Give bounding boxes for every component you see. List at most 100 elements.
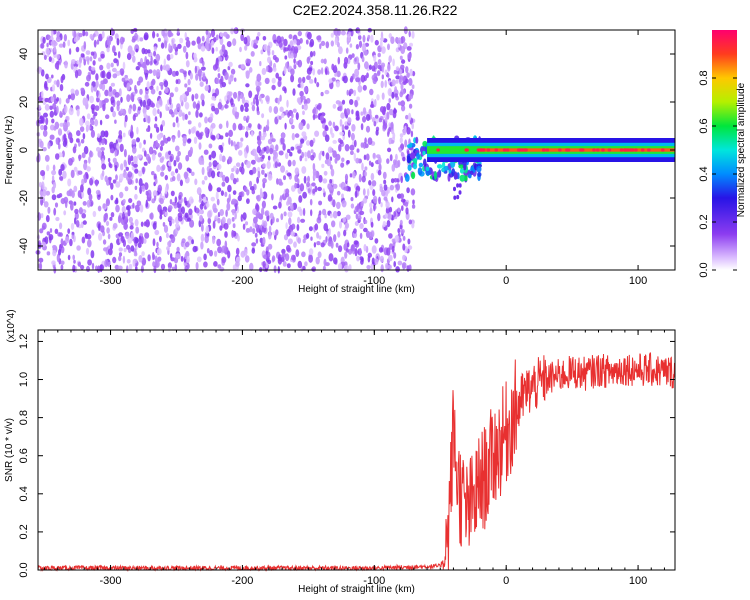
- noise-cell: [198, 142, 202, 150]
- noise-cell: [399, 193, 405, 200]
- noise-cell: [116, 38, 120, 46]
- noise-cell: [112, 179, 117, 184]
- transition-cell: [458, 183, 462, 188]
- noise-cell: [141, 47, 146, 55]
- noise-cell: [336, 201, 341, 210]
- noise-cell: [394, 86, 397, 93]
- noise-cell: [84, 97, 89, 105]
- noise-cell: [400, 64, 405, 70]
- noise-cell: [261, 169, 265, 175]
- noise-cell: [333, 27, 339, 36]
- noise-cell: [284, 55, 288, 60]
- noise-cell: [122, 171, 128, 179]
- noise-cell: [52, 103, 57, 110]
- noise-cell: [73, 185, 78, 192]
- noise-cell: [334, 125, 339, 132]
- noise-cell: [291, 254, 296, 261]
- noise-cell: [62, 121, 68, 129]
- noise-cell: [182, 45, 187, 53]
- band-peak-cell: [566, 148, 571, 152]
- transition-cell: [415, 136, 419, 144]
- noise-cell: [386, 220, 391, 228]
- noise-cell: [40, 213, 44, 219]
- noise-cell: [134, 237, 140, 244]
- noise-cell: [329, 213, 333, 219]
- noise-cell: [347, 117, 352, 124]
- noise-cell: [110, 106, 114, 113]
- noise-cell: [217, 264, 222, 269]
- noise-cell: [106, 62, 111, 70]
- noise-cell: [360, 142, 364, 148]
- noise-cell: [336, 190, 341, 196]
- noise-cell: [291, 132, 295, 141]
- noise-cell: [230, 68, 236, 75]
- noise-cell: [130, 232, 135, 240]
- noise-cell: [249, 226, 253, 233]
- noise-cell: [80, 139, 85, 144]
- x-tick-label: -300: [100, 575, 122, 587]
- noise-cell: [130, 92, 134, 101]
- noise-cell: [245, 131, 249, 138]
- x-tick-label: 100: [629, 275, 647, 287]
- noise-cell: [310, 60, 314, 66]
- noise-cell: [227, 156, 232, 165]
- noise-cell: [362, 107, 367, 115]
- noise-cell: [175, 223, 180, 228]
- noise-cell: [300, 138, 305, 144]
- noise-cell: [106, 71, 112, 80]
- noise-cell: [287, 159, 292, 167]
- noise-cell: [86, 166, 91, 172]
- noise-cell: [326, 158, 332, 167]
- noise-cell: [44, 80, 48, 89]
- noise-cell: [189, 146, 193, 155]
- noise-cell: [260, 99, 264, 104]
- noise-cell: [176, 103, 181, 111]
- noise-cell: [38, 119, 44, 124]
- noise-cell: [289, 239, 292, 245]
- noise-cell: [356, 148, 360, 153]
- noise-cell: [267, 66, 273, 73]
- noise-cell: [370, 263, 374, 270]
- band-peak-cell: [545, 148, 550, 152]
- noise-cell: [230, 27, 235, 35]
- noise-cell: [118, 130, 123, 136]
- noise-cell: [71, 59, 76, 65]
- noise-cell: [164, 87, 169, 94]
- noise-cell: [177, 43, 182, 50]
- noise-cell: [287, 111, 290, 118]
- noise-cell: [91, 107, 95, 115]
- noise-cell: [332, 150, 337, 158]
- noise-cell: [317, 251, 322, 258]
- noise-cell: [96, 146, 101, 152]
- noise-cell: [194, 205, 197, 213]
- noise-cell: [126, 82, 131, 91]
- noise-cell: [332, 183, 338, 189]
- noise-cell: [99, 64, 104, 71]
- noise-cell: [374, 39, 379, 46]
- noise-cell: [338, 245, 343, 253]
- noise-cell: [374, 114, 379, 119]
- noise-cell: [343, 186, 348, 191]
- noise-cell: [267, 155, 271, 161]
- noise-cell: [67, 94, 72, 100]
- noise-cell: [202, 60, 205, 67]
- noise-cell: [90, 51, 95, 56]
- noise-cell: [313, 107, 317, 115]
- noise-cell: [301, 166, 307, 174]
- noise-cell: [363, 227, 368, 233]
- noise-cell: [393, 178, 398, 183]
- noise-cell: [217, 73, 221, 79]
- noise-cell: [248, 67, 253, 73]
- noise-cell: [82, 133, 86, 140]
- noise-cell: [188, 87, 192, 93]
- noise-cell: [157, 256, 162, 262]
- noise-cell: [316, 232, 320, 239]
- noise-cell: [185, 51, 189, 60]
- noise-cell: [81, 191, 85, 199]
- noise-cell: [78, 62, 82, 68]
- noise-cell: [107, 157, 111, 163]
- band-peak-cell: [628, 148, 633, 152]
- band-peak-cell: [596, 148, 600, 152]
- noise-cell: [341, 193, 344, 199]
- noise-cell: [328, 78, 333, 84]
